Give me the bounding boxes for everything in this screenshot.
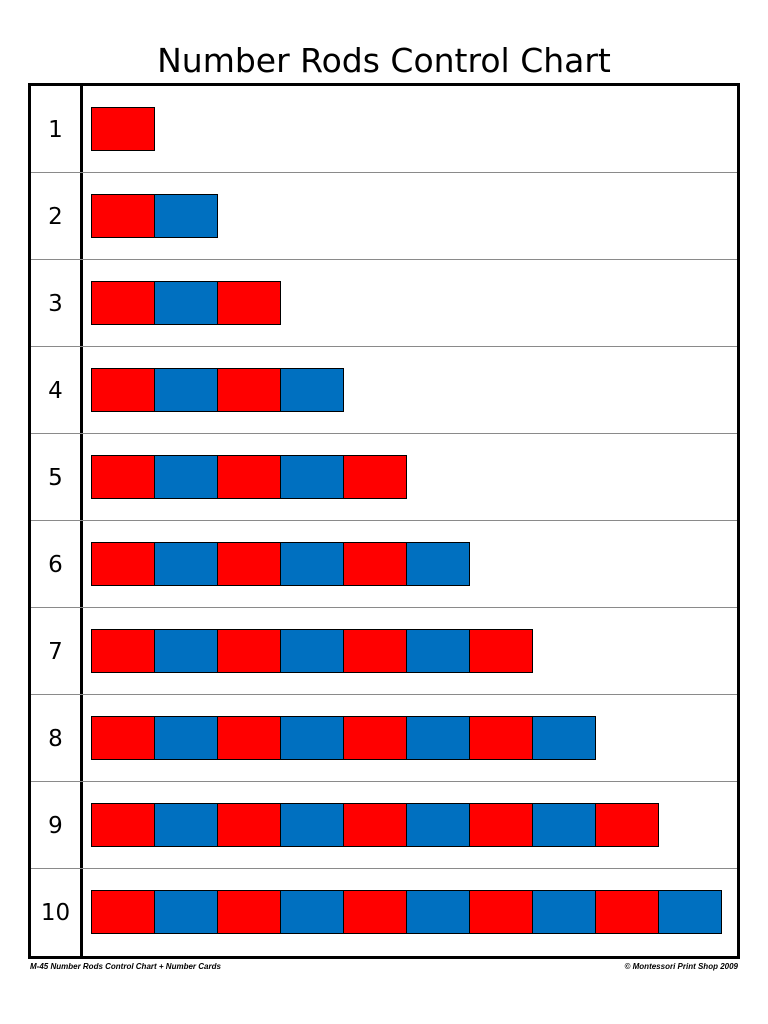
rod-segment-blue bbox=[406, 803, 470, 847]
rod-segment-red bbox=[343, 803, 407, 847]
row-divider bbox=[31, 781, 737, 782]
rod-segment-red bbox=[91, 194, 155, 238]
rod-segment-red bbox=[217, 716, 281, 760]
rod-segment-red bbox=[91, 890, 155, 934]
chart-row: 2 bbox=[31, 173, 737, 260]
row-number-label: 10 bbox=[40, 899, 71, 926]
rod-segment-red bbox=[217, 629, 281, 673]
chart-row: 9 bbox=[31, 782, 737, 869]
chart-row: 5 bbox=[31, 434, 737, 521]
row-number-label: 9 bbox=[48, 812, 63, 839]
row-number-label: 7 bbox=[48, 638, 63, 665]
row-number-label: 2 bbox=[48, 203, 63, 230]
row-number-label: 6 bbox=[48, 551, 63, 578]
row-divider bbox=[31, 433, 737, 434]
rod-segment-blue bbox=[154, 890, 218, 934]
rod-segment-red bbox=[217, 803, 281, 847]
rod-segment-red bbox=[91, 716, 155, 760]
rod-segment-red bbox=[91, 542, 155, 586]
number-rod bbox=[91, 542, 470, 586]
rod-segment-blue bbox=[280, 542, 344, 586]
rod-segment-red bbox=[91, 629, 155, 673]
row-divider bbox=[31, 694, 737, 695]
number-rod bbox=[91, 368, 344, 412]
rod-segment-red bbox=[343, 629, 407, 673]
rod-segment-red bbox=[217, 455, 281, 499]
rod-segment-blue bbox=[280, 455, 344, 499]
number-rod bbox=[91, 194, 218, 238]
number-rod bbox=[91, 716, 596, 760]
row-divider bbox=[31, 607, 737, 608]
page-title: Number Rods Control Chart bbox=[157, 41, 611, 80]
rod-segment-red bbox=[595, 890, 659, 934]
rod-segment-blue bbox=[154, 194, 218, 238]
number-rod bbox=[91, 107, 155, 151]
row-divider bbox=[31, 259, 737, 260]
rod-segment-red bbox=[343, 542, 407, 586]
footer-copyright: © Montessori Print Shop 2009 bbox=[624, 962, 738, 971]
row-number-label: 1 bbox=[48, 116, 63, 143]
rod-segment-blue bbox=[280, 803, 344, 847]
row-number-label: 3 bbox=[48, 290, 63, 317]
rod-segment-blue bbox=[280, 890, 344, 934]
rod-segment-red bbox=[217, 542, 281, 586]
number-rod bbox=[91, 455, 407, 499]
rod-segment-blue bbox=[532, 803, 596, 847]
row-number-label: 5 bbox=[48, 464, 63, 491]
rod-segment-red bbox=[343, 716, 407, 760]
number-rod bbox=[91, 890, 722, 934]
row-number-label: 8 bbox=[48, 725, 63, 752]
rod-segment-blue bbox=[154, 542, 218, 586]
chart-row: 1 bbox=[31, 86, 737, 173]
rod-segment-blue bbox=[532, 716, 596, 760]
rod-segment-red bbox=[91, 107, 155, 151]
rod-segment-blue bbox=[406, 716, 470, 760]
chart-row: 10 bbox=[31, 869, 737, 956]
rod-segment-red bbox=[343, 890, 407, 934]
number-rod bbox=[91, 281, 281, 325]
rod-segment-blue bbox=[154, 629, 218, 673]
rod-segment-blue bbox=[406, 890, 470, 934]
rod-segment-blue bbox=[406, 629, 470, 673]
number-rod bbox=[91, 803, 659, 847]
row-number-label: 4 bbox=[48, 377, 63, 404]
rod-segment-blue bbox=[406, 542, 470, 586]
rod-segment-blue bbox=[532, 890, 596, 934]
rod-segment-blue bbox=[280, 368, 344, 412]
rod-segment-red bbox=[91, 455, 155, 499]
rod-segment-red bbox=[91, 281, 155, 325]
rod-segment-red bbox=[217, 890, 281, 934]
rod-segment-red bbox=[469, 629, 533, 673]
number-rod bbox=[91, 629, 533, 673]
chart-row: 7 bbox=[31, 608, 737, 695]
row-divider bbox=[31, 346, 737, 347]
rod-segment-blue bbox=[154, 281, 218, 325]
rod-segment-blue bbox=[658, 890, 722, 934]
rod-segment-blue bbox=[280, 629, 344, 673]
rod-segment-red bbox=[217, 368, 281, 412]
footer-document-code: M-45 Number Rods Control Chart + Number … bbox=[30, 962, 221, 971]
row-divider bbox=[31, 172, 737, 173]
rod-segment-red bbox=[469, 716, 533, 760]
rod-segment-red bbox=[469, 890, 533, 934]
rod-segment-red bbox=[91, 803, 155, 847]
rod-segment-red bbox=[469, 803, 533, 847]
rod-segment-blue bbox=[154, 368, 218, 412]
rod-segment-red bbox=[343, 455, 407, 499]
chart-row: 3 bbox=[31, 260, 737, 347]
rod-segment-blue bbox=[154, 716, 218, 760]
number-rods-chart: 1 2 3 4 5 6 7 8 9 10 bbox=[28, 83, 740, 959]
rod-segment-red bbox=[217, 281, 281, 325]
chart-row: 8 bbox=[31, 695, 737, 782]
number-column-divider bbox=[80, 86, 83, 956]
rod-segment-blue bbox=[154, 455, 218, 499]
row-divider bbox=[31, 520, 737, 521]
rod-segment-blue bbox=[280, 716, 344, 760]
row-divider bbox=[31, 868, 737, 869]
chart-row: 4 bbox=[31, 347, 737, 434]
rod-segment-red bbox=[595, 803, 659, 847]
rod-segment-blue bbox=[154, 803, 218, 847]
rod-segment-red bbox=[91, 368, 155, 412]
chart-row: 6 bbox=[31, 521, 737, 608]
